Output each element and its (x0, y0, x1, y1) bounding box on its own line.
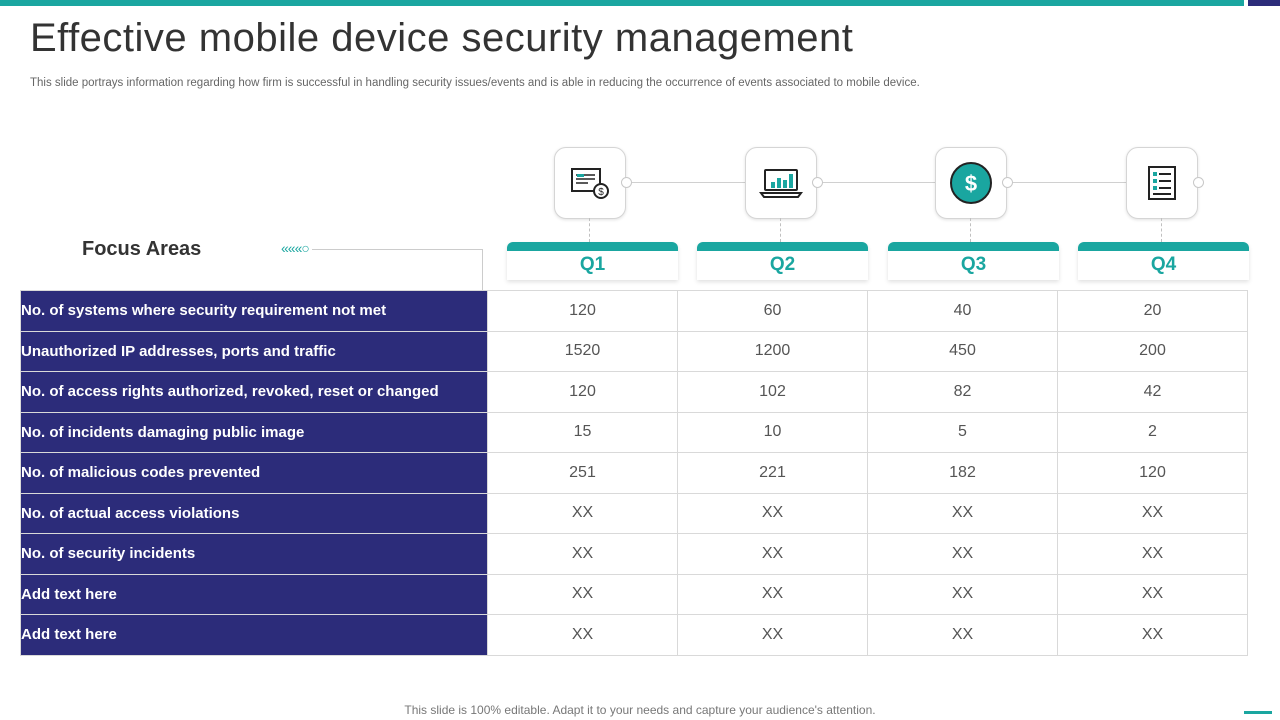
footer-note: This slide is 100% editable. Adapt it to… (404, 703, 876, 717)
table-cell: XX (867, 614, 1058, 656)
table-cell: 20 (1057, 290, 1248, 332)
table-cell: 5 (867, 411, 1058, 453)
svg-text:$: $ (965, 171, 977, 196)
table-row: No. of systems where security requiremen… (20, 290, 1248, 332)
quarter-label: Q4 (1150, 254, 1177, 275)
laptop-chart-icon (745, 147, 817, 219)
table-row: No. of malicious codes prevented 251 221… (20, 452, 1248, 494)
page-subtitle: This slide portrays information regardin… (30, 77, 920, 89)
table-row: No. of security incidents XX XX XX XX (20, 533, 1248, 575)
table-row: No. of actual access violations XX XX XX… (20, 492, 1248, 534)
dashed-connector (589, 218, 590, 242)
table-row: Add text here XX XX XX XX (20, 573, 1248, 615)
row-label: No. of malicious codes prevented (20, 452, 488, 494)
svg-text:$: $ (598, 187, 604, 198)
connector-dot (1193, 177, 1204, 188)
connector-dot (1002, 177, 1013, 188)
row-label: No. of systems where security requiremen… (20, 290, 488, 332)
top-accent-bar (0, 0, 1244, 6)
table-row: Unauthorized IP addresses, ports and tra… (20, 330, 1248, 372)
table-cell: 450 (867, 330, 1058, 372)
row-label: No. of access rights authorized, revoked… (20, 371, 488, 413)
table-cell: 102 (677, 371, 868, 413)
table-cell: XX (677, 573, 868, 615)
top-accent-bar-navy (1248, 0, 1280, 6)
table-cell: 42 (1057, 371, 1248, 413)
table-cell: XX (1057, 573, 1248, 615)
table-cell: XX (867, 533, 1058, 575)
table-cell: XX (1057, 492, 1248, 534)
focus-connector-line (312, 249, 483, 290)
connector-dot (812, 177, 823, 188)
corner-accent (1244, 711, 1272, 714)
table-cell: XX (1057, 533, 1248, 575)
table-cell: 120 (487, 290, 678, 332)
row-label: No. of actual access violations (20, 492, 488, 534)
quarter-header-q3: Q3 (888, 242, 1059, 280)
row-label: No. of incidents damaging public image (20, 411, 488, 453)
dashed-connector (970, 218, 971, 242)
dashed-connector (780, 218, 781, 242)
table-cell: XX (677, 614, 868, 656)
table-cell: 60 (677, 290, 868, 332)
table-cell: 182 (867, 452, 1058, 494)
table-cell: 15 (487, 411, 678, 453)
table-cell: XX (487, 533, 678, 575)
dashed-connector (1161, 218, 1162, 242)
table-cell: XX (867, 492, 1058, 534)
table-cell: XX (1057, 614, 1248, 656)
focus-arrow-icon: «««○ (281, 240, 310, 256)
table-cell: 2 (1057, 411, 1248, 453)
table-cell: 221 (677, 452, 868, 494)
row-label: Add text here (20, 573, 488, 615)
table-row: No. of access rights authorized, revoked… (20, 371, 1248, 413)
table-cell: 82 (867, 371, 1058, 413)
table-cell: 120 (1057, 452, 1248, 494)
table-row: No. of incidents damaging public image 1… (20, 411, 1248, 453)
quarter-label: Q1 (579, 254, 606, 275)
table-cell: XX (677, 492, 868, 534)
table-cell: 251 (487, 452, 678, 494)
table-cell: 10 (677, 411, 868, 453)
focus-areas-label: Focus Areas (82, 238, 202, 260)
table-cell: XX (487, 492, 678, 534)
quarter-header-q1: Q1 (507, 242, 678, 280)
quarter-label: Q2 (769, 254, 796, 275)
table-cell: 120 (487, 371, 678, 413)
dollar-coin-icon: $ (935, 147, 1007, 219)
focus-areas-table: No. of systems where security requiremen… (20, 290, 1248, 656)
page-title: Effective mobile device security managem… (30, 16, 854, 60)
table-cell: XX (487, 614, 678, 656)
table-row: Add text here XX XX XX XX (20, 614, 1248, 656)
connector-dot (621, 177, 632, 188)
icon-connector-line (626, 182, 1198, 183)
certificate-dollar-icon: $ (554, 147, 626, 219)
table-cell: 40 (867, 290, 1058, 332)
row-label: Unauthorized IP addresses, ports and tra… (20, 330, 488, 372)
row-label: No. of security incidents (20, 533, 488, 575)
quarter-header-q2: Q2 (697, 242, 868, 280)
table-cell: 200 (1057, 330, 1248, 372)
quarter-header-q4: Q4 (1078, 242, 1249, 280)
document-list-icon (1126, 147, 1198, 219)
table-cell: 1520 (487, 330, 678, 372)
table-cell: 1200 (677, 330, 868, 372)
table-cell: XX (867, 573, 1058, 615)
table-cell: XX (487, 573, 678, 615)
row-label: Add text here (20, 614, 488, 656)
quarter-label: Q3 (960, 254, 987, 275)
table-cell: XX (677, 533, 868, 575)
